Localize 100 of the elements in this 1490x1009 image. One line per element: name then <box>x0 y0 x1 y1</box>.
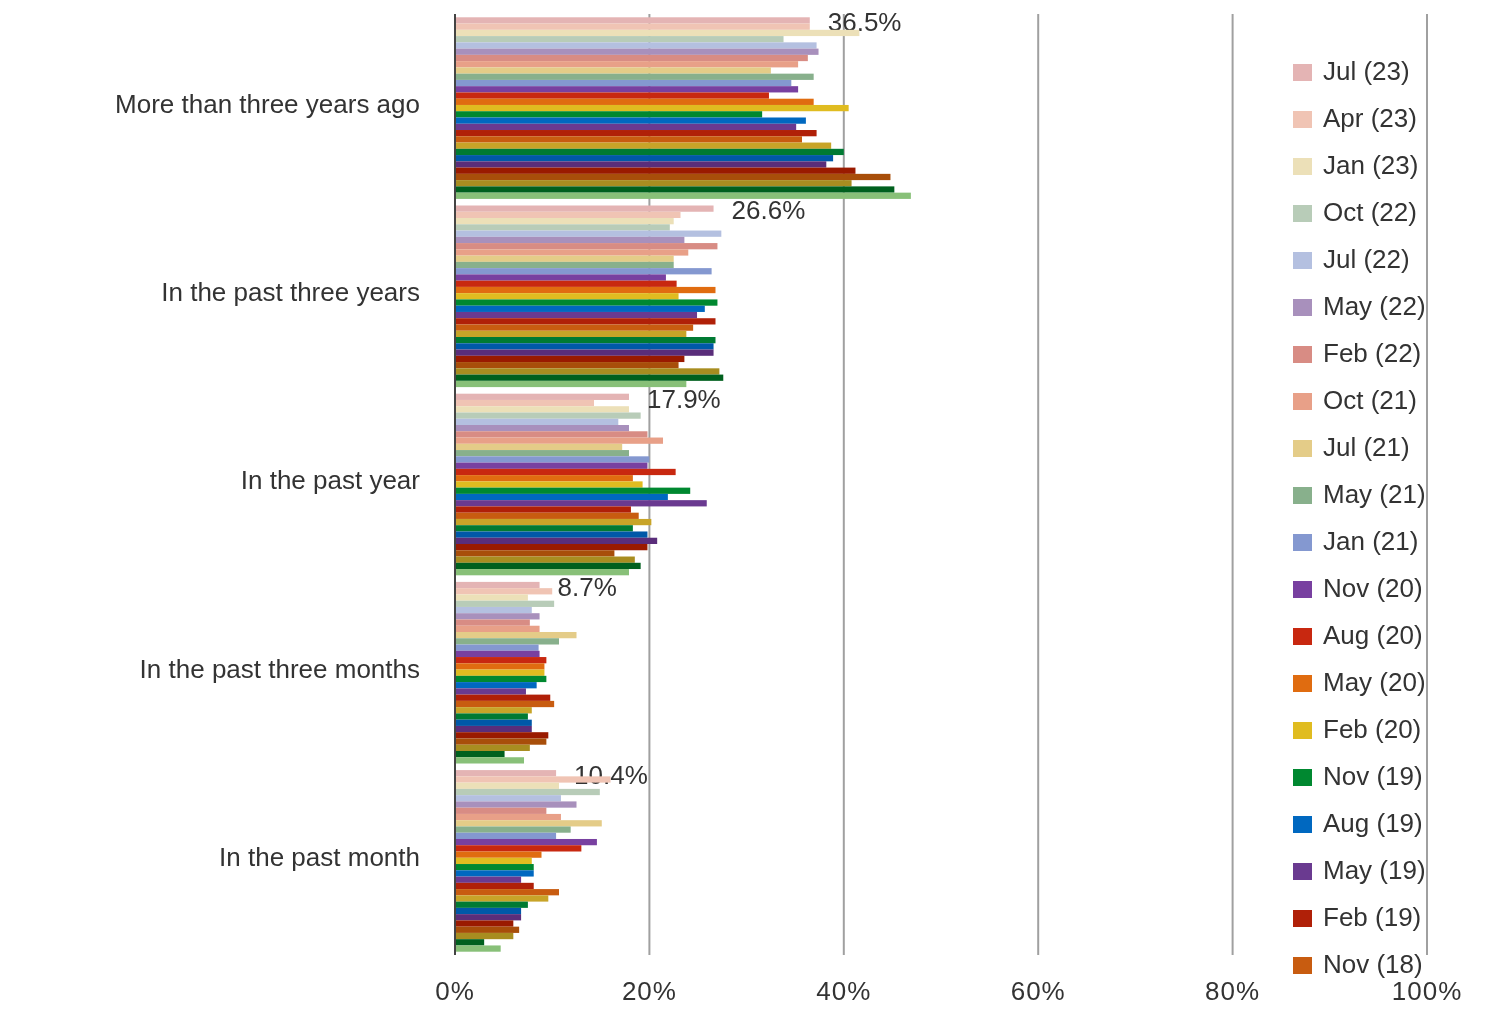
bar <box>455 801 577 808</box>
bar <box>455 512 639 519</box>
bar <box>455 606 532 614</box>
bar <box>455 920 514 927</box>
bar <box>455 230 722 237</box>
bar <box>455 86 799 93</box>
bar <box>455 782 559 789</box>
bar <box>455 418 619 426</box>
bar <box>455 462 648 469</box>
bar <box>455 657 547 664</box>
legend-label: Apr (23) <box>1323 102 1417 133</box>
bar <box>455 236 685 244</box>
legend-label: Jul (22) <box>1323 243 1410 274</box>
y-tick-label: In the past three months <box>139 653 420 684</box>
bar <box>455 750 505 758</box>
bar <box>455 688 526 695</box>
bar <box>455 719 532 726</box>
bar <box>455 725 532 733</box>
bar <box>455 901 528 908</box>
bar <box>455 832 557 839</box>
bar <box>455 594 528 601</box>
bar <box>455 531 648 538</box>
bar <box>455 161 827 168</box>
bar <box>455 218 674 225</box>
bar <box>455 17 810 24</box>
bar <box>455 249 689 256</box>
bar <box>455 864 534 871</box>
bar <box>455 669 545 676</box>
bar <box>455 111 763 118</box>
bar <box>455 820 602 827</box>
bar <box>455 744 530 751</box>
bar <box>455 450 629 457</box>
bar <box>455 192 911 199</box>
y-tick-label: In the past three years <box>161 277 420 308</box>
bar <box>455 104 849 112</box>
bar <box>455 537 658 544</box>
legend-label: Oct (21) <box>1323 384 1417 415</box>
bar <box>455 506 631 513</box>
bar <box>455 945 501 952</box>
bar <box>455 631 577 639</box>
bar <box>455 349 714 356</box>
bar <box>455 613 540 620</box>
bar <box>455 117 806 124</box>
bar <box>455 368 720 375</box>
x-tick-label: 80% <box>1205 976 1261 1006</box>
bar <box>455 562 641 570</box>
bar <box>455 305 705 312</box>
legend-label: May (20) <box>1323 666 1426 697</box>
bar <box>455 130 817 137</box>
bar <box>455 380 687 388</box>
bar <box>455 569 629 576</box>
bar <box>455 914 522 921</box>
bar <box>455 907 522 915</box>
bar <box>455 61 799 68</box>
bar <box>455 123 797 131</box>
bar <box>455 475 633 482</box>
bar <box>455 324 694 331</box>
bar <box>455 155 834 162</box>
bar <box>455 299 718 306</box>
bar <box>455 638 559 645</box>
bar <box>455 173 891 181</box>
legend-label: May (21) <box>1323 478 1426 509</box>
y-tick-label: In the past month <box>219 841 420 872</box>
bar <box>455 211 681 219</box>
bar <box>455 857 532 865</box>
legend-label: Nov (19) <box>1323 760 1423 791</box>
bar <box>455 732 549 739</box>
bar <box>455 243 718 250</box>
bar <box>455 876 522 883</box>
bar <box>455 36 784 43</box>
bar <box>455 493 668 501</box>
bar <box>455 487 691 494</box>
legend-label: Aug (19) <box>1323 807 1423 838</box>
legend-label: Feb (22) <box>1323 337 1422 368</box>
bar <box>455 311 698 319</box>
bar <box>455 619 530 626</box>
legend-label: Feb (20) <box>1323 713 1422 744</box>
bar <box>455 788 600 796</box>
bar <box>455 468 676 476</box>
legend-label: Jul (21) <box>1323 431 1410 462</box>
data-label: 17.9% <box>646 383 721 414</box>
bar <box>455 255 674 262</box>
bar <box>455 851 542 858</box>
data-label: 8.7% <box>557 571 617 602</box>
bar <box>455 205 714 212</box>
bar <box>455 600 555 607</box>
bar <box>455 926 520 933</box>
bar <box>455 29 860 37</box>
bar <box>455 543 648 551</box>
bar <box>455 550 615 557</box>
bar <box>455 268 712 275</box>
bar <box>455 142 832 149</box>
bar <box>455 581 540 589</box>
bar <box>455 813 561 821</box>
bar <box>455 443 623 451</box>
bar <box>455 148 844 156</box>
bar <box>455 399 594 407</box>
bar <box>455 425 629 432</box>
bar <box>455 663 545 670</box>
bar <box>455 180 852 187</box>
